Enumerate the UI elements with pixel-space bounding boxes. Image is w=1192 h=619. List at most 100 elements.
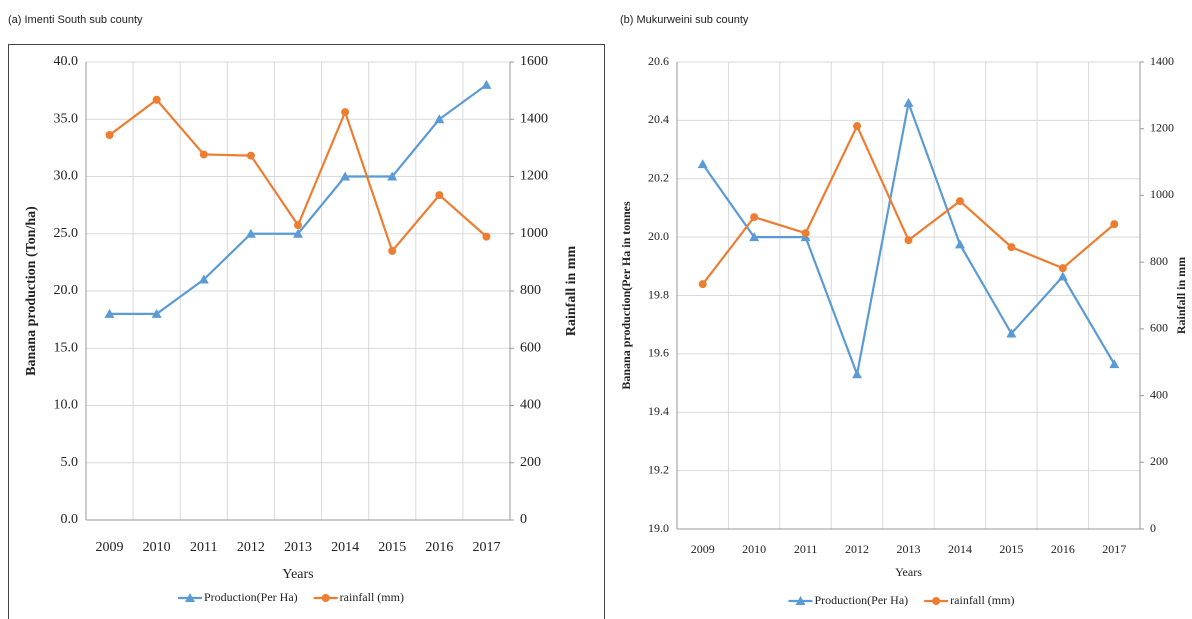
data-point xyxy=(955,197,964,206)
data-point xyxy=(246,151,255,160)
y2-tick-label: 1000 xyxy=(1150,187,1174,201)
data-point xyxy=(1057,271,1068,281)
data-point xyxy=(387,171,398,181)
data-point xyxy=(294,221,302,230)
x-tick-label: 2012 xyxy=(845,542,869,556)
y2-tick-label: 1600 xyxy=(520,54,548,69)
y-tick-label: 10.0 xyxy=(54,398,79,413)
data-point xyxy=(434,114,445,124)
y2-tick-label: 200 xyxy=(520,455,541,470)
y-tick-label: 30.0 xyxy=(54,169,79,184)
legend-label: Production(Per Ha) xyxy=(204,590,298,604)
y2-tick-label: 0 xyxy=(520,512,527,527)
legend-label: rainfall (mm) xyxy=(340,590,404,604)
x-tick-label: 2013 xyxy=(897,542,921,556)
x-tick-label: 2014 xyxy=(948,542,972,556)
y2-tick-label: 1400 xyxy=(520,111,548,126)
y2-tick-label: 1200 xyxy=(520,169,548,184)
data-point xyxy=(340,171,351,181)
y2-tick-label: 600 xyxy=(1150,321,1168,335)
y-tick-label: 20.6 xyxy=(648,54,669,68)
y-tick-label: 19.4 xyxy=(648,404,669,418)
data-point xyxy=(245,228,256,238)
legend-marker xyxy=(795,596,806,605)
data-point xyxy=(750,213,759,222)
legend-marker xyxy=(185,593,195,602)
data-point xyxy=(904,236,913,245)
x-tick-label: 2010 xyxy=(742,542,766,556)
y2-tick-label: 1200 xyxy=(1150,120,1174,134)
data-point xyxy=(852,369,863,379)
data-point xyxy=(853,122,862,131)
legend-label: rainfall (mm) xyxy=(950,593,1014,607)
data-point xyxy=(1006,328,1017,338)
y2-tick-label: 800 xyxy=(520,283,541,298)
chart-title: (b) Mukurweini sub county xyxy=(620,14,749,26)
data-point xyxy=(697,159,708,169)
data-point xyxy=(749,232,760,242)
y2-tick-label: 800 xyxy=(1150,254,1168,268)
x-tick-label: 2014 xyxy=(331,540,359,555)
y-tick-label: 19.0 xyxy=(648,521,669,535)
y-tick-label: 15.0 xyxy=(54,340,79,355)
y-tick-label: 25.0 xyxy=(54,226,79,241)
data-point xyxy=(198,274,209,284)
x-tick-label: 2009 xyxy=(691,542,715,556)
series-line xyxy=(701,123,1115,285)
y2-axis-title: Rainfall in mm xyxy=(1174,257,1188,334)
data-point xyxy=(1109,359,1120,369)
legend-marker xyxy=(932,597,941,605)
x-tick-label: 2012 xyxy=(237,540,265,555)
x-tick-label: 2016 xyxy=(425,540,453,555)
data-point xyxy=(698,280,707,289)
y2-axis-title: Rainfall in mm xyxy=(564,246,579,337)
y-tick-label: 20.2 xyxy=(648,171,669,185)
x-tick-label: 2017 xyxy=(472,540,500,555)
y-tick-label: 20.0 xyxy=(54,283,79,298)
x-axis-title: Years xyxy=(895,565,922,579)
data-point xyxy=(341,108,350,117)
data-point xyxy=(151,308,162,318)
y2-tick-label: 600 xyxy=(520,340,541,355)
x-tick-label: 2016 xyxy=(1051,542,1075,556)
y-tick-label: 19.6 xyxy=(648,346,669,360)
x-tick-label: 2015 xyxy=(378,540,406,555)
legend-label: Production(Per Ha) xyxy=(815,593,909,607)
y2-tick-label: 0 xyxy=(1150,521,1156,535)
x-axis-title: Years xyxy=(282,567,313,582)
y-tick-label: 19.2 xyxy=(648,462,669,476)
data-point xyxy=(1058,264,1067,273)
data-point xyxy=(104,308,115,318)
data-point xyxy=(199,150,208,159)
y2-tick-label: 200 xyxy=(1150,454,1168,468)
y-tick-label: 40.0 xyxy=(54,54,79,69)
x-tick-label: 2010 xyxy=(143,540,171,555)
data-point xyxy=(293,228,303,238)
data-point xyxy=(903,97,914,107)
y-tick-label: 35.0 xyxy=(54,111,79,126)
panel-border xyxy=(8,44,605,619)
y-axis-title: Banana production (Ton/ha) xyxy=(24,206,39,376)
x-tick-label: 2017 xyxy=(1102,542,1126,556)
data-point xyxy=(1007,243,1016,252)
x-tick-label: 2011 xyxy=(794,542,818,556)
x-tick-label: 2011 xyxy=(190,540,217,555)
x-tick-label: 2009 xyxy=(96,540,124,555)
y-axis-title: Banana production(Per Ha in tonnes xyxy=(619,201,633,390)
data-point xyxy=(388,246,397,255)
chart-title: (a) Imenti South sub county xyxy=(8,14,143,26)
data-point xyxy=(801,229,810,238)
y-tick-label: 20.4 xyxy=(648,112,669,126)
data-point xyxy=(152,95,161,104)
data-point xyxy=(105,130,114,139)
y-tick-label: 5.0 xyxy=(61,455,79,470)
data-point xyxy=(435,191,444,200)
data-point xyxy=(481,79,492,89)
y2-tick-label: 400 xyxy=(1150,387,1168,401)
data-point xyxy=(1110,220,1119,229)
y-tick-label: 19.8 xyxy=(648,287,669,301)
y2-tick-label: 1000 xyxy=(520,226,548,241)
data-point xyxy=(482,232,491,241)
y-tick-label: 20.0 xyxy=(648,229,669,243)
